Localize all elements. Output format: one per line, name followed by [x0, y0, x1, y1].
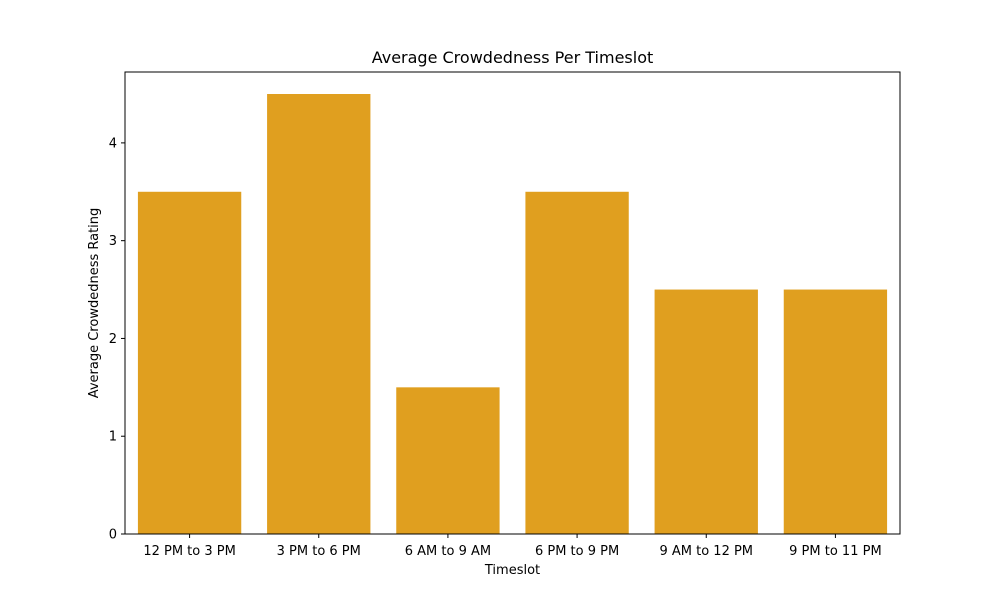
- x-tick-label-0: 12 PM to 3 PM: [143, 544, 236, 559]
- y-axis: 0 1 2 3 4: [109, 136, 125, 543]
- bar-5: [783, 289, 888, 534]
- bars-group: [137, 94, 888, 534]
- y-axis-label: Average Crowdedness Rating: [87, 208, 102, 399]
- x-axis-label: Timeslot: [484, 563, 540, 578]
- x-tick-label-3: 6 PM to 9 PM: [535, 544, 619, 559]
- y-tick-label-0: 0: [109, 528, 117, 543]
- y-tick-label-4: 4: [109, 136, 117, 151]
- y-tick-label-2: 2: [109, 332, 117, 347]
- x-tick-label-4: 9 AM to 12 PM: [659, 544, 753, 559]
- y-tick-label-3: 3: [109, 234, 117, 249]
- chart-title: Average Crowdedness Per Timeslot: [372, 48, 654, 67]
- bar-4: [654, 289, 758, 534]
- bar-3: [525, 191, 629, 534]
- y-tick-label-1: 1: [109, 430, 117, 445]
- bar-1: [267, 94, 371, 534]
- x-tick-label-5: 9 PM to 11 PM: [789, 544, 882, 559]
- x-axis: 12 PM to 3 PM 3 PM to 6 PM 6 AM to 9 AM 6 P…: [143, 534, 882, 559]
- plot-frame: [124, 71, 901, 535]
- bar-2: [396, 387, 500, 534]
- x-tick-label-1: 3 PM to 6 PM: [277, 544, 361, 559]
- bar-0: [137, 191, 242, 534]
- x-tick-label-2: 6 AM to 9 AM: [405, 544, 491, 559]
